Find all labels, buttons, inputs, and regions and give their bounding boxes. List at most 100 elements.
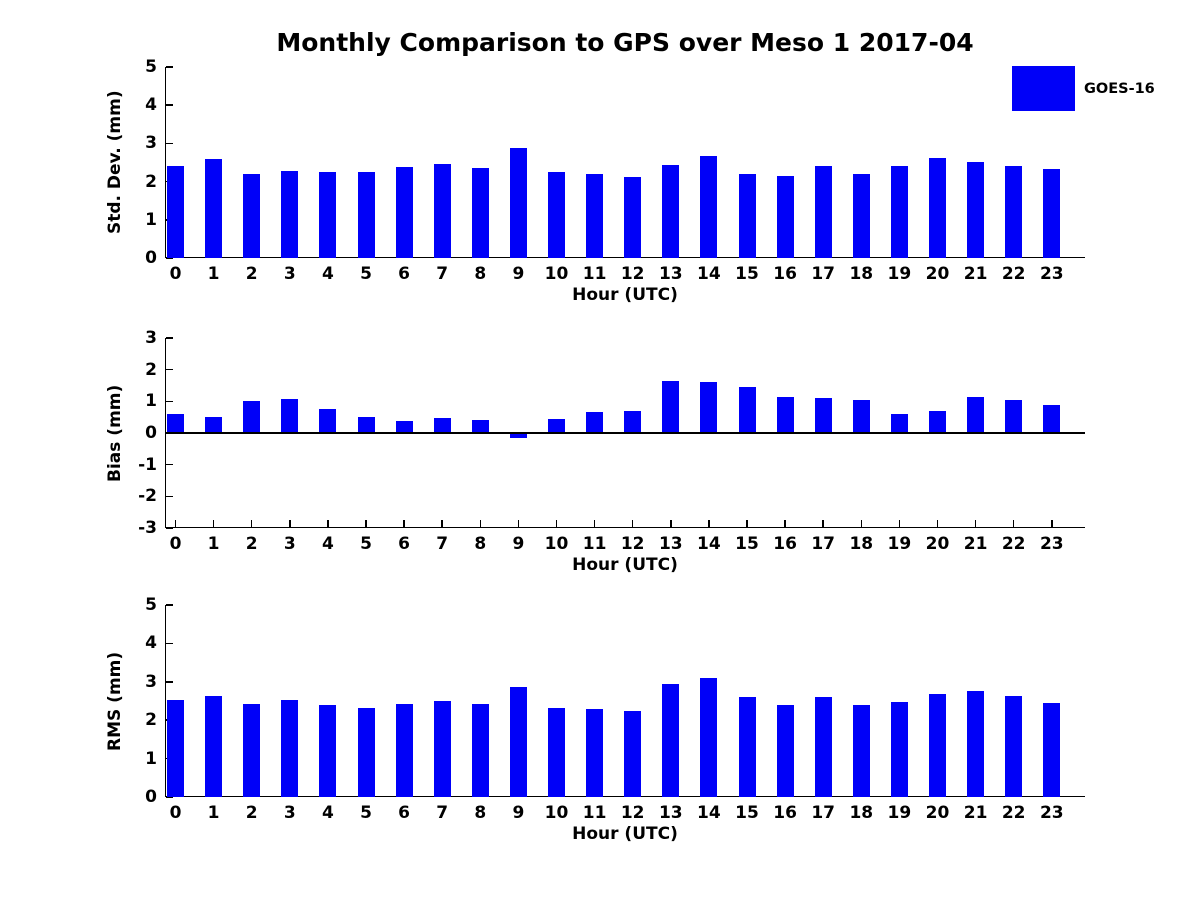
y-tick-label: -1 xyxy=(138,454,157,475)
x-tick-label: 12 xyxy=(620,803,645,823)
std-dev-bar-hour-9 xyxy=(509,148,527,258)
stddev-plot-area: 0 1 2 3 4 5 0 1 2 3 4 5 6 7 8 9 10 11 12 13 14 15 16 17 18 19 20 21… xyxy=(145,57,1085,284)
x-tick-label: 3 xyxy=(283,534,296,554)
bias-bar-hour-2 xyxy=(243,401,261,433)
y-tick-label: 1 xyxy=(145,209,157,230)
y-tick-mark xyxy=(166,796,173,798)
bias-bar-hour-8 xyxy=(471,419,489,433)
rms-bar-hour-17 xyxy=(814,697,832,797)
rms-bar-hour-8 xyxy=(471,704,489,797)
x-tick-mark xyxy=(860,520,863,527)
x-tick-mark xyxy=(670,520,672,527)
x-tick-label: 2 xyxy=(245,264,258,284)
rms-bar-hour-6 xyxy=(395,704,413,797)
x-tick-label: 21 xyxy=(963,534,988,554)
std-dev-bar-hour-6 xyxy=(395,166,413,258)
x-tick-label: 1 xyxy=(207,803,220,823)
x-tick-label: 1 xyxy=(207,534,220,554)
x-tick-mark xyxy=(403,520,405,527)
bias-bar-hour-12 xyxy=(624,410,642,433)
y-tick-mark xyxy=(166,368,173,371)
bias-bar-hour-6 xyxy=(395,421,413,433)
std-dev-bar-hour-3 xyxy=(281,170,299,258)
std-dev-bar-hour-11 xyxy=(586,174,604,258)
x-tick-label: 16 xyxy=(773,803,797,823)
x-tick-mark xyxy=(517,520,520,527)
std-dev-bar-hour-23 xyxy=(1043,169,1061,258)
figure-title: Monthly Comparison to GPS over Meso 1 20… xyxy=(276,28,974,57)
std-dev-bar-hour-22 xyxy=(1005,165,1023,258)
x-tick-label: 5 xyxy=(360,264,372,284)
y-tick-mark xyxy=(166,681,173,683)
x-tick-label: 16 xyxy=(773,534,797,554)
x-tick-label: 9 xyxy=(512,534,525,554)
rms-bar-hour-21 xyxy=(967,691,985,797)
y-tick-label: 0 xyxy=(145,423,157,443)
x-tick-label: 4 xyxy=(321,264,334,284)
std-dev-bar-hour-5 xyxy=(357,171,375,258)
x-tick-label: 17 xyxy=(811,264,836,284)
x-tick-label: 10 xyxy=(544,803,569,823)
x-tick-label: 15 xyxy=(735,264,759,284)
x-tick-mark xyxy=(250,520,253,527)
x-tick-label: 17 xyxy=(811,803,836,823)
std-dev-bar-hour-16 xyxy=(776,176,794,258)
x-tick-mark xyxy=(212,520,215,527)
x-tick-label: 7 xyxy=(436,803,449,823)
rms-plot-area: 0 1 2 3 4 5 0 1 2 3 4 5 6 7 8 9 10 11 12 13 14 15 16 17 18 19 20 21… xyxy=(145,595,1085,823)
legend-swatch-goes16 xyxy=(1012,66,1075,111)
std-dev-bar-hour-0 xyxy=(167,165,184,258)
rms-bar-hour-12 xyxy=(624,710,642,797)
x-tick-label: 14 xyxy=(697,803,721,823)
x-tick-label: 13 xyxy=(658,534,683,554)
y-tick-label: 3 xyxy=(145,133,157,154)
y-tick-label: 4 xyxy=(145,633,157,654)
bias-bar-hour-7 xyxy=(433,418,451,433)
x-tick-mark xyxy=(1051,520,1053,527)
x-tick-mark xyxy=(327,520,329,527)
std-dev-bar-hour-7 xyxy=(433,164,451,258)
x-tick-label: 6 xyxy=(398,803,411,823)
x-tick-label: 18 xyxy=(849,264,874,284)
bias-bar-hour-11 xyxy=(586,412,604,433)
x-tick-label: 19 xyxy=(887,534,912,554)
x-tick-mark xyxy=(898,520,901,527)
bias-bar-hour-17 xyxy=(814,398,832,433)
x-tick-label: 4 xyxy=(321,803,334,823)
bias-bar-hour-1 xyxy=(205,416,223,433)
x-tick-label: 0 xyxy=(169,803,182,823)
bias-bar-hour-15 xyxy=(738,386,756,433)
x-tick-label: 14 xyxy=(697,534,721,554)
x-tick-label: 12 xyxy=(620,264,645,284)
x-tick-mark xyxy=(631,520,634,527)
rms-bar-hour-13 xyxy=(662,684,680,797)
x-tick-label: 13 xyxy=(658,803,683,823)
std-dev-bar-hour-14 xyxy=(700,156,718,258)
std-dev-bar-hour-20 xyxy=(929,157,946,258)
x-tick-label: 18 xyxy=(849,803,874,823)
x-tick-mark xyxy=(593,520,596,527)
x-tick-label: 0 xyxy=(169,264,182,284)
rms-bar-hour-20 xyxy=(929,694,946,797)
rms-bar-hour-1 xyxy=(205,695,223,797)
x-tick-label: 3 xyxy=(283,803,296,823)
rms-bar-hour-23 xyxy=(1043,703,1061,797)
rms-bar-hour-16 xyxy=(776,705,794,797)
x-tick-mark xyxy=(441,520,443,527)
stddev-x-axis-label: Hour (UTC) xyxy=(572,285,678,305)
x-tick-label: 15 xyxy=(735,534,759,554)
y-tick-mark xyxy=(166,104,173,106)
bias-bar-hour-9 xyxy=(509,433,527,439)
x-tick-label: 4 xyxy=(321,534,334,554)
x-tick-label: 19 xyxy=(887,264,912,284)
y-tick-mark xyxy=(166,527,173,529)
bias-bar-hour-5 xyxy=(357,416,375,433)
x-tick-label: 10 xyxy=(544,264,569,284)
y-tick-mark xyxy=(166,142,173,145)
y-tick-label: 1 xyxy=(145,748,157,769)
x-tick-label: 7 xyxy=(436,264,449,284)
y-tick-mark xyxy=(166,642,173,645)
x-tick-label: 3 xyxy=(283,264,296,284)
legend-label: GOES-16 xyxy=(1084,80,1155,97)
bias-bar-hour-18 xyxy=(852,400,870,433)
